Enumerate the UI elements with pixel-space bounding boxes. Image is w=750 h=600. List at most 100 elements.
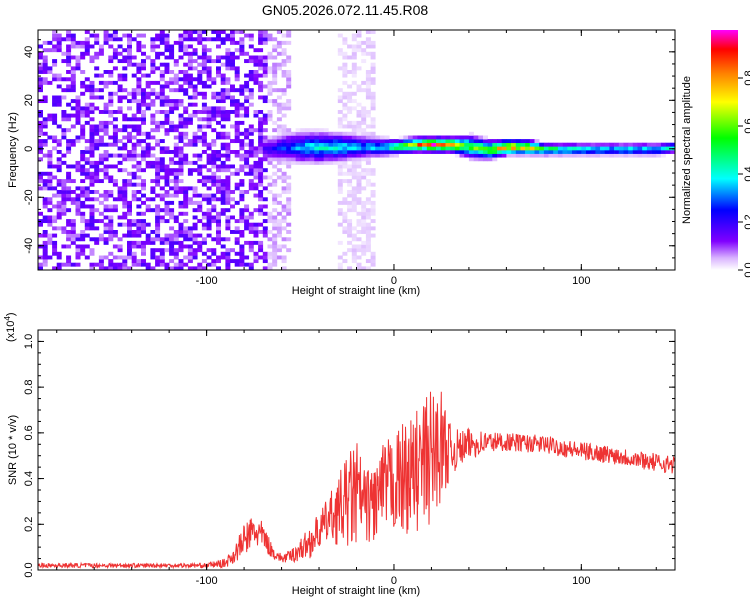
heatmap-cell (557, 142, 563, 147)
heatmap-cell (309, 139, 315, 144)
heatmap-cell (117, 77, 123, 82)
heatmap-cell (230, 230, 235, 234)
heatmap-cell (272, 99, 278, 104)
heatmap-cell (136, 91, 142, 96)
heatmap-cell (94, 124, 100, 129)
heatmap-cell (272, 77, 278, 82)
heatmap-cell (108, 91, 114, 96)
heatmap-cell (127, 153, 132, 158)
heatmap-cell (56, 139, 62, 144)
heatmap-cell (94, 219, 100, 224)
heatmap-cell (314, 146, 320, 151)
heatmap-cell (42, 171, 48, 176)
heatmap-cell (42, 197, 48, 202)
heatmap-cell (422, 142, 428, 147)
heatmap-cell (192, 66, 198, 71)
heatmap-cell (258, 95, 264, 100)
colorbar-tick-label: 0.4 (743, 166, 750, 181)
heatmap-cell (145, 208, 151, 213)
heatmap-cell (178, 262, 184, 267)
heatmap-cell (262, 255, 268, 260)
heatmap-cell (159, 160, 165, 165)
heatmap-cell (141, 95, 146, 100)
heatmap-cell (300, 153, 306, 158)
heatmap-cell (216, 30, 221, 34)
heatmap-cell (337, 124, 343, 129)
heatmap-cell (197, 244, 203, 249)
heatmap-cell (487, 150, 493, 154)
heatmap-cell (337, 120, 343, 125)
heatmap-cell (225, 215, 231, 220)
heatmap-cell (52, 95, 58, 100)
heatmap-cell (333, 142, 339, 147)
heatmap-cell (75, 135, 81, 140)
heatmap-cell (211, 259, 217, 264)
heatmap-cell (122, 73, 128, 78)
heatmap-cell (281, 113, 287, 118)
heatmap-cell (262, 99, 268, 104)
heatmap-cell (370, 40, 376, 45)
heatmap-cell (122, 186, 128, 191)
heatmap-cell (38, 142, 43, 147)
heatmap-cell (267, 113, 273, 118)
heatmap-cell (155, 215, 161, 220)
heatmap-cell (305, 142, 310, 147)
heatmap-cell (651, 153, 657, 158)
heatmap-cell (253, 233, 259, 238)
heatmap-cell (314, 142, 320, 147)
heatmap-cell (103, 208, 109, 213)
heatmap-cell (398, 146, 404, 151)
heatmap-cell (61, 208, 67, 213)
heatmap-cell (197, 124, 203, 129)
heatmap-cell (581, 146, 587, 151)
heatmap-cell (164, 37, 170, 42)
heatmap-cell (206, 84, 212, 89)
heatmap-cell (66, 244, 72, 249)
heatmap-cell (84, 40, 90, 45)
heatmap-cell (136, 262, 142, 267)
heatmap-cell (609, 142, 615, 147)
heatmap-cell (464, 146, 470, 151)
heatmap-cell (136, 44, 142, 49)
heatmap-cell (379, 142, 385, 147)
heatmap-cell (84, 88, 90, 93)
heatmap-cell (75, 251, 81, 256)
heatmap-cell (145, 135, 151, 140)
heatmap-cell (272, 182, 278, 187)
heatmap-cell (136, 190, 142, 194)
heatmap-cell (398, 139, 404, 144)
heatmap-cell (84, 190, 90, 194)
heatmap-cell (356, 230, 362, 234)
heatmap-cell (431, 142, 437, 147)
heatmap-cell (169, 237, 175, 242)
heatmap-cell (42, 182, 48, 187)
heatmap-cell (365, 237, 371, 242)
heatmap-cell (103, 157, 109, 162)
heatmap-cell (178, 211, 184, 216)
heatmap-cell (141, 117, 146, 122)
heatmap-cell (529, 146, 535, 151)
heatmap-cell (262, 117, 268, 122)
heatmap-cell (464, 139, 470, 144)
heatmap-cell (61, 230, 67, 234)
heatmap-cell (201, 110, 207, 114)
heatmap-cell (164, 146, 170, 151)
heatmap-cell (244, 95, 250, 100)
heatmap-cell (98, 157, 104, 162)
heatmap-cell (394, 142, 399, 147)
heatmap-cell (572, 150, 577, 154)
heatmap-cell (178, 157, 184, 162)
heatmap-cell (234, 259, 240, 264)
heatmap-cell (131, 128, 137, 133)
heatmap-cell (103, 30, 109, 34)
heatmap-cell (445, 139, 451, 144)
heatmap-cell (248, 59, 254, 64)
heatmap-cell (52, 204, 58, 209)
heatmap-cell (342, 131, 348, 136)
heatmap-cell (173, 59, 179, 64)
heatmap-cell (403, 139, 409, 144)
heatmap-cell (506, 146, 512, 151)
heatmap-cell (80, 113, 86, 118)
heatmap-cell (342, 139, 348, 144)
heatmap-cell (89, 262, 95, 267)
